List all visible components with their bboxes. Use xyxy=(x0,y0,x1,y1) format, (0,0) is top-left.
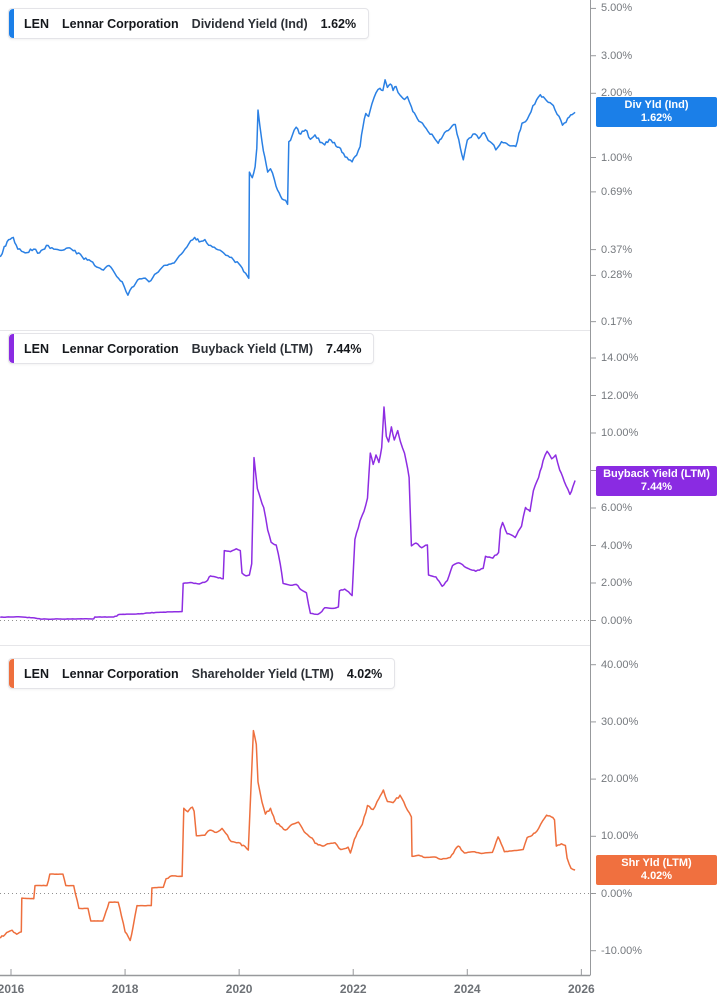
y-axis-tick-label: 20.00% xyxy=(601,773,639,786)
series-accent-bar xyxy=(9,659,14,688)
x-axis-year-label: 2018 xyxy=(111,982,139,996)
metric-name: Shareholder Yield (LTM) xyxy=(191,666,334,681)
y-axis-tick-label: 3.00% xyxy=(601,49,633,62)
axis-tag-dividend-yield: Div Yld (Ind) 1.62% xyxy=(596,97,717,128)
legend-chip-shareholder-yield[interactable]: LEN Lennar Corporation Shareholder Yield… xyxy=(8,658,396,689)
dividend-yield-line xyxy=(0,79,576,296)
company-name: Lennar Corporation xyxy=(62,16,179,31)
axis-tag-value: 1.62% xyxy=(640,112,673,125)
axis-tag-label: Shr Yld (LTM) xyxy=(621,857,692,869)
ticker-label: LEN xyxy=(24,16,49,31)
y-axis-tick-label: 6.00% xyxy=(601,502,633,514)
y-axis-tick-label: 40.00% xyxy=(601,658,639,671)
y-axis-tick-label: 0.17% xyxy=(601,315,633,328)
metric-value: 4.02% xyxy=(346,666,383,681)
ticker-label: LEN xyxy=(24,341,49,356)
y-axis-tick-label: 12.00% xyxy=(601,389,639,402)
y-axis-tick-label: -10.00% xyxy=(601,944,642,957)
axis-tag-value: 7.44% xyxy=(640,480,673,493)
y-axis-tick-label: 2.00% xyxy=(601,577,633,589)
axis-tag-shareholder-yield: Shr Yld (LTM) 4.02% xyxy=(596,855,717,885)
y-axis-tick-label: 1.00% xyxy=(601,151,633,164)
y-axis-tick-label: 14.00% xyxy=(601,352,639,364)
y-axis-tick-label: 0.28% xyxy=(601,269,633,282)
metric-value: 1.62% xyxy=(320,16,357,31)
series-accent-bar xyxy=(9,334,14,363)
y-axis-tick-label: 10.00% xyxy=(601,830,639,843)
shareholder-yield-line xyxy=(0,729,576,942)
y-axis-tick-label: 10.00% xyxy=(601,427,639,439)
y-axis-tick-label: 0.00% xyxy=(601,614,633,627)
y-axis-tick-label: 30.00% xyxy=(601,715,639,728)
x-axis-year-label: 2026 xyxy=(567,982,595,996)
metric-value: 7.44% xyxy=(326,341,362,356)
legend-chip-dividend-yield[interactable]: LEN Lennar Corporation Dividend Yield (I… xyxy=(8,8,370,39)
company-name: Lennar Corporation xyxy=(62,341,179,356)
x-axis-year-label: 2022 xyxy=(339,982,367,996)
metric-name: Dividend Yield (Ind) xyxy=(191,16,308,31)
ticker-label: LEN xyxy=(24,666,49,681)
y-axis-tick-label: 0.37% xyxy=(601,243,633,256)
x-axis-year-label: 2016 xyxy=(0,982,25,996)
y-axis-tick-label: 5.00% xyxy=(601,2,633,15)
axis-tag-buyback-yield: Buyback Yield (LTM) 7.44% xyxy=(596,465,717,496)
axis-tag-label: Buyback Yield (LTM) xyxy=(603,467,710,480)
y-axis-tick-label: 0.00% xyxy=(601,887,633,900)
series-accent-bar xyxy=(9,9,14,38)
axis-tag-value: 4.02% xyxy=(640,870,673,882)
x-axis-year-label: 2024 xyxy=(453,982,481,996)
x-axis-year-label: 2020 xyxy=(225,982,253,996)
y-axis-tick-label: 0.69% xyxy=(601,185,633,198)
axis-tag-label: Div Yld (Ind) xyxy=(624,99,689,112)
y-axis-tick-label: 4.00% xyxy=(601,539,633,552)
company-name: Lennar Corporation xyxy=(62,666,179,681)
buyback-yield-line xyxy=(0,406,576,620)
metric-name: Buyback Yield (LTM) xyxy=(191,341,313,356)
y-axis-tick-label: 2.00% xyxy=(601,87,633,100)
legend-chip-buyback-yield[interactable]: LEN Lennar Corporation Buyback Yield (LT… xyxy=(8,333,375,364)
